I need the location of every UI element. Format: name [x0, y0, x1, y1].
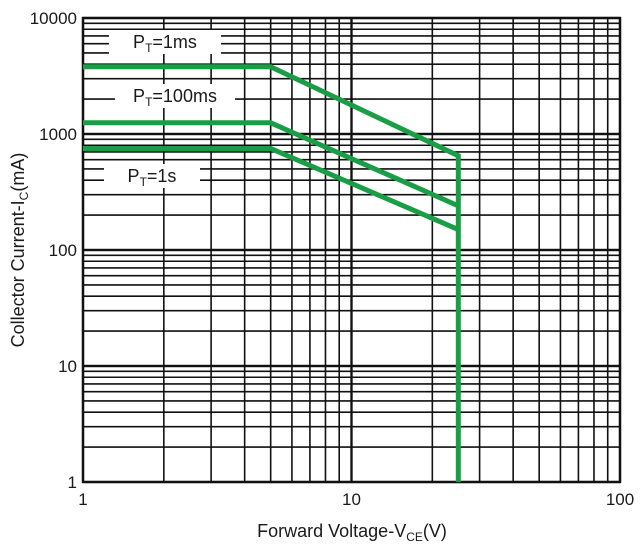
- tick-labels: 1 10 100 1 10 100 1000 10000: [30, 9, 634, 509]
- y-tick-label: 1000: [39, 125, 77, 144]
- y-axis-title-sub: C: [17, 191, 31, 200]
- curve-label-box: [109, 30, 221, 54]
- curve-label-text: PT=100ms: [133, 86, 217, 109]
- y-tick-label: 10: [58, 357, 77, 376]
- x-tick-label: 10: [342, 490, 361, 509]
- x-tick-label: 100: [606, 490, 634, 509]
- y-tick-label: 10000: [30, 9, 77, 28]
- series-line-3: [83, 146, 460, 232]
- curve-label-box: [104, 164, 200, 188]
- curve-label-3: PT=1s: [104, 164, 200, 189]
- curve-label-1: PT=1ms: [109, 30, 221, 55]
- y-tick-label: 100: [49, 241, 77, 260]
- x-tick-label: 1: [78, 490, 87, 509]
- plot-frame: [81, 16, 622, 484]
- x-axis-title-sub: CE: [406, 530, 423, 544]
- x-axis-title-main: Forward Voltage-V: [257, 521, 406, 541]
- y-axis-title: Collector Current-IC(mA): [8, 153, 31, 348]
- x-axis-title-tail: (V): [423, 521, 447, 541]
- curve-labels: PT=1ms PT=100ms PT=1s: [104, 30, 235, 189]
- series-line-2: [83, 120, 460, 209]
- y-axis-title-main: Collector Current-I: [8, 200, 28, 347]
- curve-label-box: [115, 84, 235, 108]
- curve-label-text: PT=1ms: [133, 32, 197, 55]
- y-tick-label: 1: [68, 473, 77, 492]
- curve-label-2: PT=100ms: [115, 84, 235, 109]
- x-axis-title: Forward Voltage-VCE(V): [257, 521, 447, 544]
- y-axis-title-tail: (mA): [8, 153, 28, 192]
- curve-label-text: PT=1s: [128, 166, 177, 189]
- series-line-1: [83, 64, 461, 482]
- curves: [83, 64, 461, 482]
- grid: [81, 16, 622, 484]
